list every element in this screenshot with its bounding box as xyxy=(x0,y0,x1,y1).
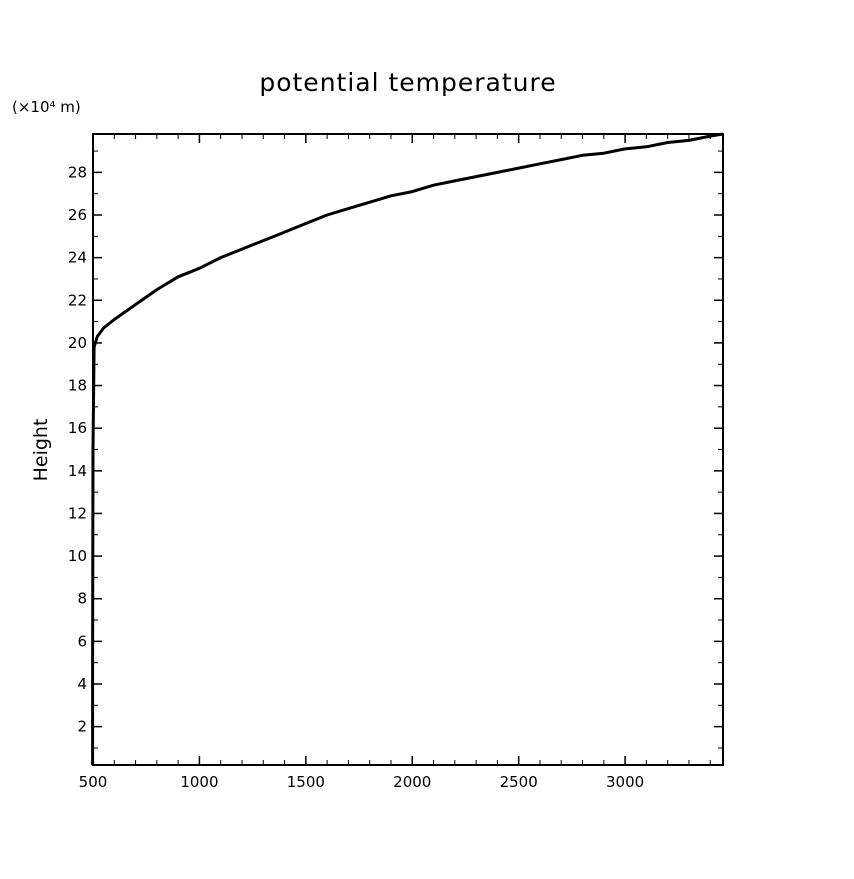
y-tick-label: 10 xyxy=(68,547,87,565)
series-line xyxy=(91,132,724,765)
y-tick-label: 20 xyxy=(68,334,87,352)
y-tick-label: 26 xyxy=(68,206,87,224)
y-tick-label: 4 xyxy=(77,675,87,693)
x-tick-label: 1000 xyxy=(180,773,218,791)
y-tick-label: 24 xyxy=(68,249,87,267)
y-tick-label: 14 xyxy=(68,462,87,480)
y-tick-label: 2 xyxy=(77,718,87,736)
y-axis-unit: (×10⁴ m) xyxy=(12,98,81,116)
y-tick-label: 6 xyxy=(77,632,87,650)
y-tick-label: 22 xyxy=(68,291,87,309)
y-tick-label: 18 xyxy=(68,377,87,395)
x-tick-label: 500 xyxy=(79,773,108,791)
y-axis-label: Height xyxy=(30,419,52,482)
x-tick-label: 1500 xyxy=(287,773,325,791)
series-layer xyxy=(91,132,724,765)
y-tick-label: 8 xyxy=(77,590,87,608)
y-tick-label: 28 xyxy=(68,163,87,181)
ticks-layer: 500 1000 1500 2000 2500 300024681012141618202… xyxy=(68,134,723,791)
y-tick-label: 16 xyxy=(68,419,87,437)
x-tick-label: 2000 xyxy=(393,773,431,791)
plot-frame xyxy=(92,133,724,766)
chart-title: potential temperature xyxy=(259,68,556,97)
x-tick-label: 3000 xyxy=(606,773,644,791)
y-tick-label: 12 xyxy=(68,504,87,522)
x-tick-label: 2500 xyxy=(500,773,538,791)
